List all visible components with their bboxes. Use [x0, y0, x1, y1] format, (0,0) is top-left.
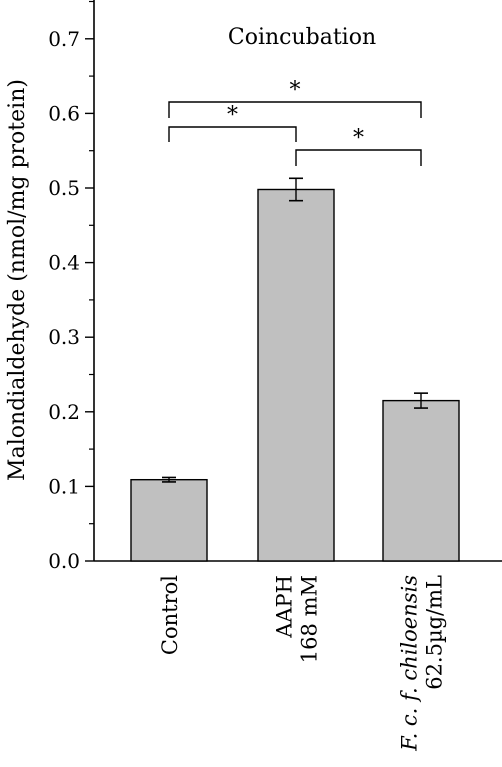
significance-bracket — [295, 149, 422, 166]
x-tick-label: 62.5µg/mL — [423, 575, 447, 690]
y-tick-label: 0.1 — [48, 474, 80, 498]
x-tick-labels: Control AAPH 168 mM F. c. f. chiloensis 62.5… — [158, 575, 447, 752]
y-tick-label: 0.5 — [48, 176, 80, 200]
error-bars — [162, 177, 428, 483]
bar — [382, 399, 460, 562]
bar — [130, 478, 208, 562]
x-tick-label: 168 mM — [298, 575, 322, 663]
significance-bracket — [168, 101, 422, 118]
bar — [257, 188, 335, 562]
y-ticks: 0.0 0.1 0.2 0.3 0.4 0.5 0.6 0.7 — [48, 0, 94, 573]
significance-bracket — [168, 126, 297, 142]
y-tick-label: 0.2 — [48, 400, 80, 424]
significance-marker: * — [290, 78, 301, 103]
y-tick-label: 0.3 — [48, 325, 80, 349]
significance-marker: * — [353, 126, 364, 151]
y-axis-label: Malondialdehyde (nmol/mg protein) — [5, 79, 30, 481]
y-tick-label: 0.7 — [48, 27, 80, 51]
y-tick-label: 0.0 — [48, 549, 80, 573]
chart-title: Coincubation — [228, 25, 376, 50]
x-tick-label: AAPH — [273, 575, 297, 639]
bars — [130, 188, 460, 562]
significance-brackets: * * * — [168, 78, 422, 166]
y-tick-label: 0.4 — [48, 251, 80, 275]
y-tick-label: 0.6 — [48, 101, 80, 125]
x-tick-label: F. c. f. chiloensis — [398, 575, 422, 752]
x-tick-label: Control — [158, 575, 182, 655]
significance-marker: * — [227, 103, 238, 128]
